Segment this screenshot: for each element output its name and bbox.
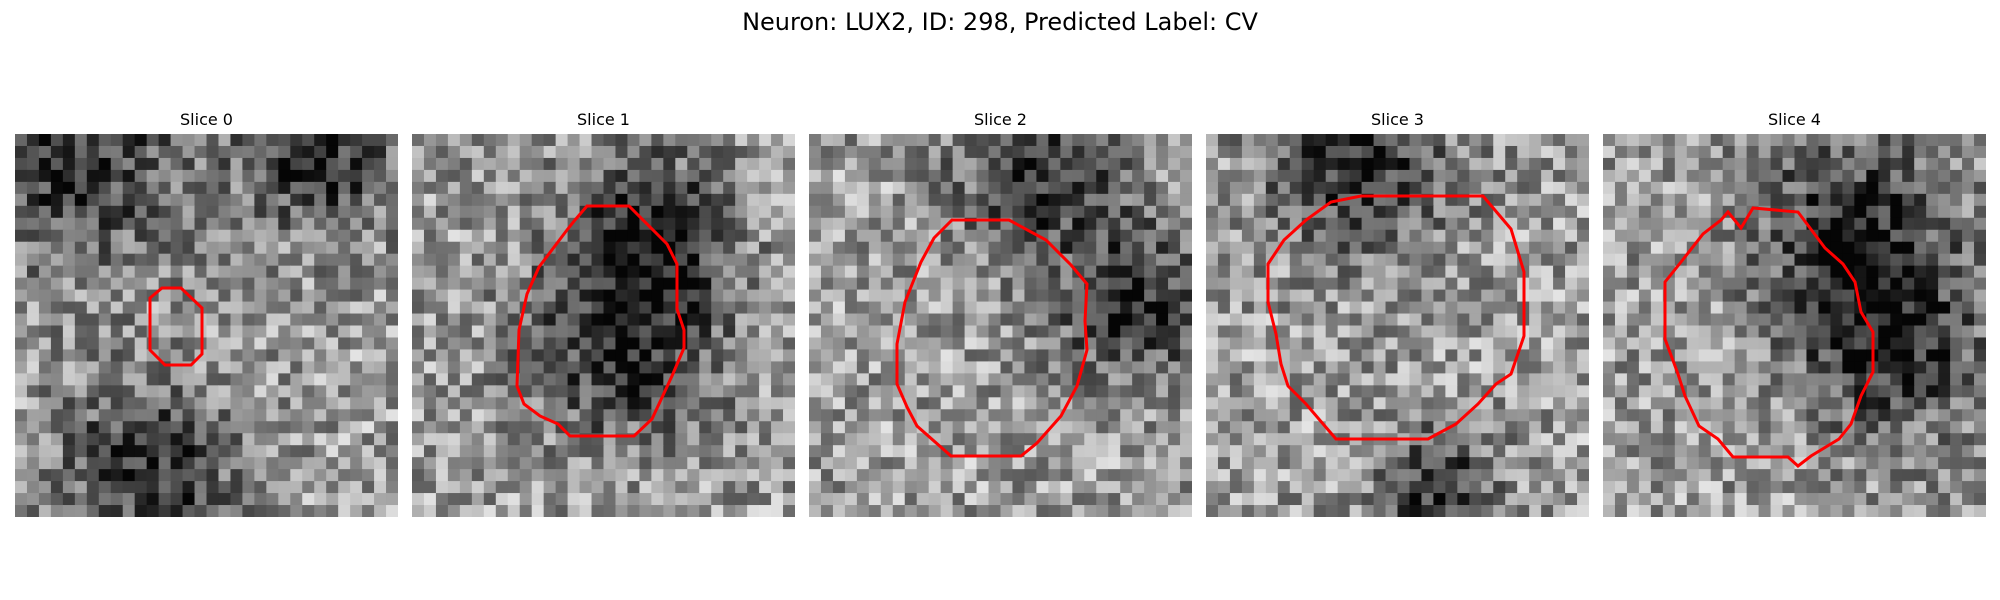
slice-title: Slice 3 — [1371, 110, 1424, 129]
slice-image — [1603, 134, 1986, 517]
slice-title: Slice 2 — [974, 110, 1027, 129]
roi-outline — [1663, 206, 1875, 468]
slice-title: Slice 4 — [1768, 110, 1821, 129]
figure-title: Neuron: LUX2, ID: 298, Predicted Label: … — [742, 8, 1258, 36]
slice-title: Slice 0 — [180, 110, 233, 129]
slice-image — [15, 134, 398, 517]
slice-panel-0: Slice 0 — [15, 110, 398, 517]
slice-panel-1: Slice 1 — [412, 110, 795, 517]
slice-panel-4: Slice 4 — [1603, 110, 1986, 517]
slice-panel-2: Slice 2 — [809, 110, 1192, 517]
roi-outline — [895, 218, 1089, 458]
roi-outline — [515, 204, 686, 438]
slice-image — [1206, 134, 1589, 517]
slice-panel-3: Slice 3 — [1206, 110, 1589, 517]
slice-image — [809, 134, 1192, 517]
roi-outline — [1266, 194, 1526, 441]
slice-image — [412, 134, 795, 517]
slice-title: Slice 1 — [577, 110, 630, 129]
roi-outline — [148, 286, 204, 367]
